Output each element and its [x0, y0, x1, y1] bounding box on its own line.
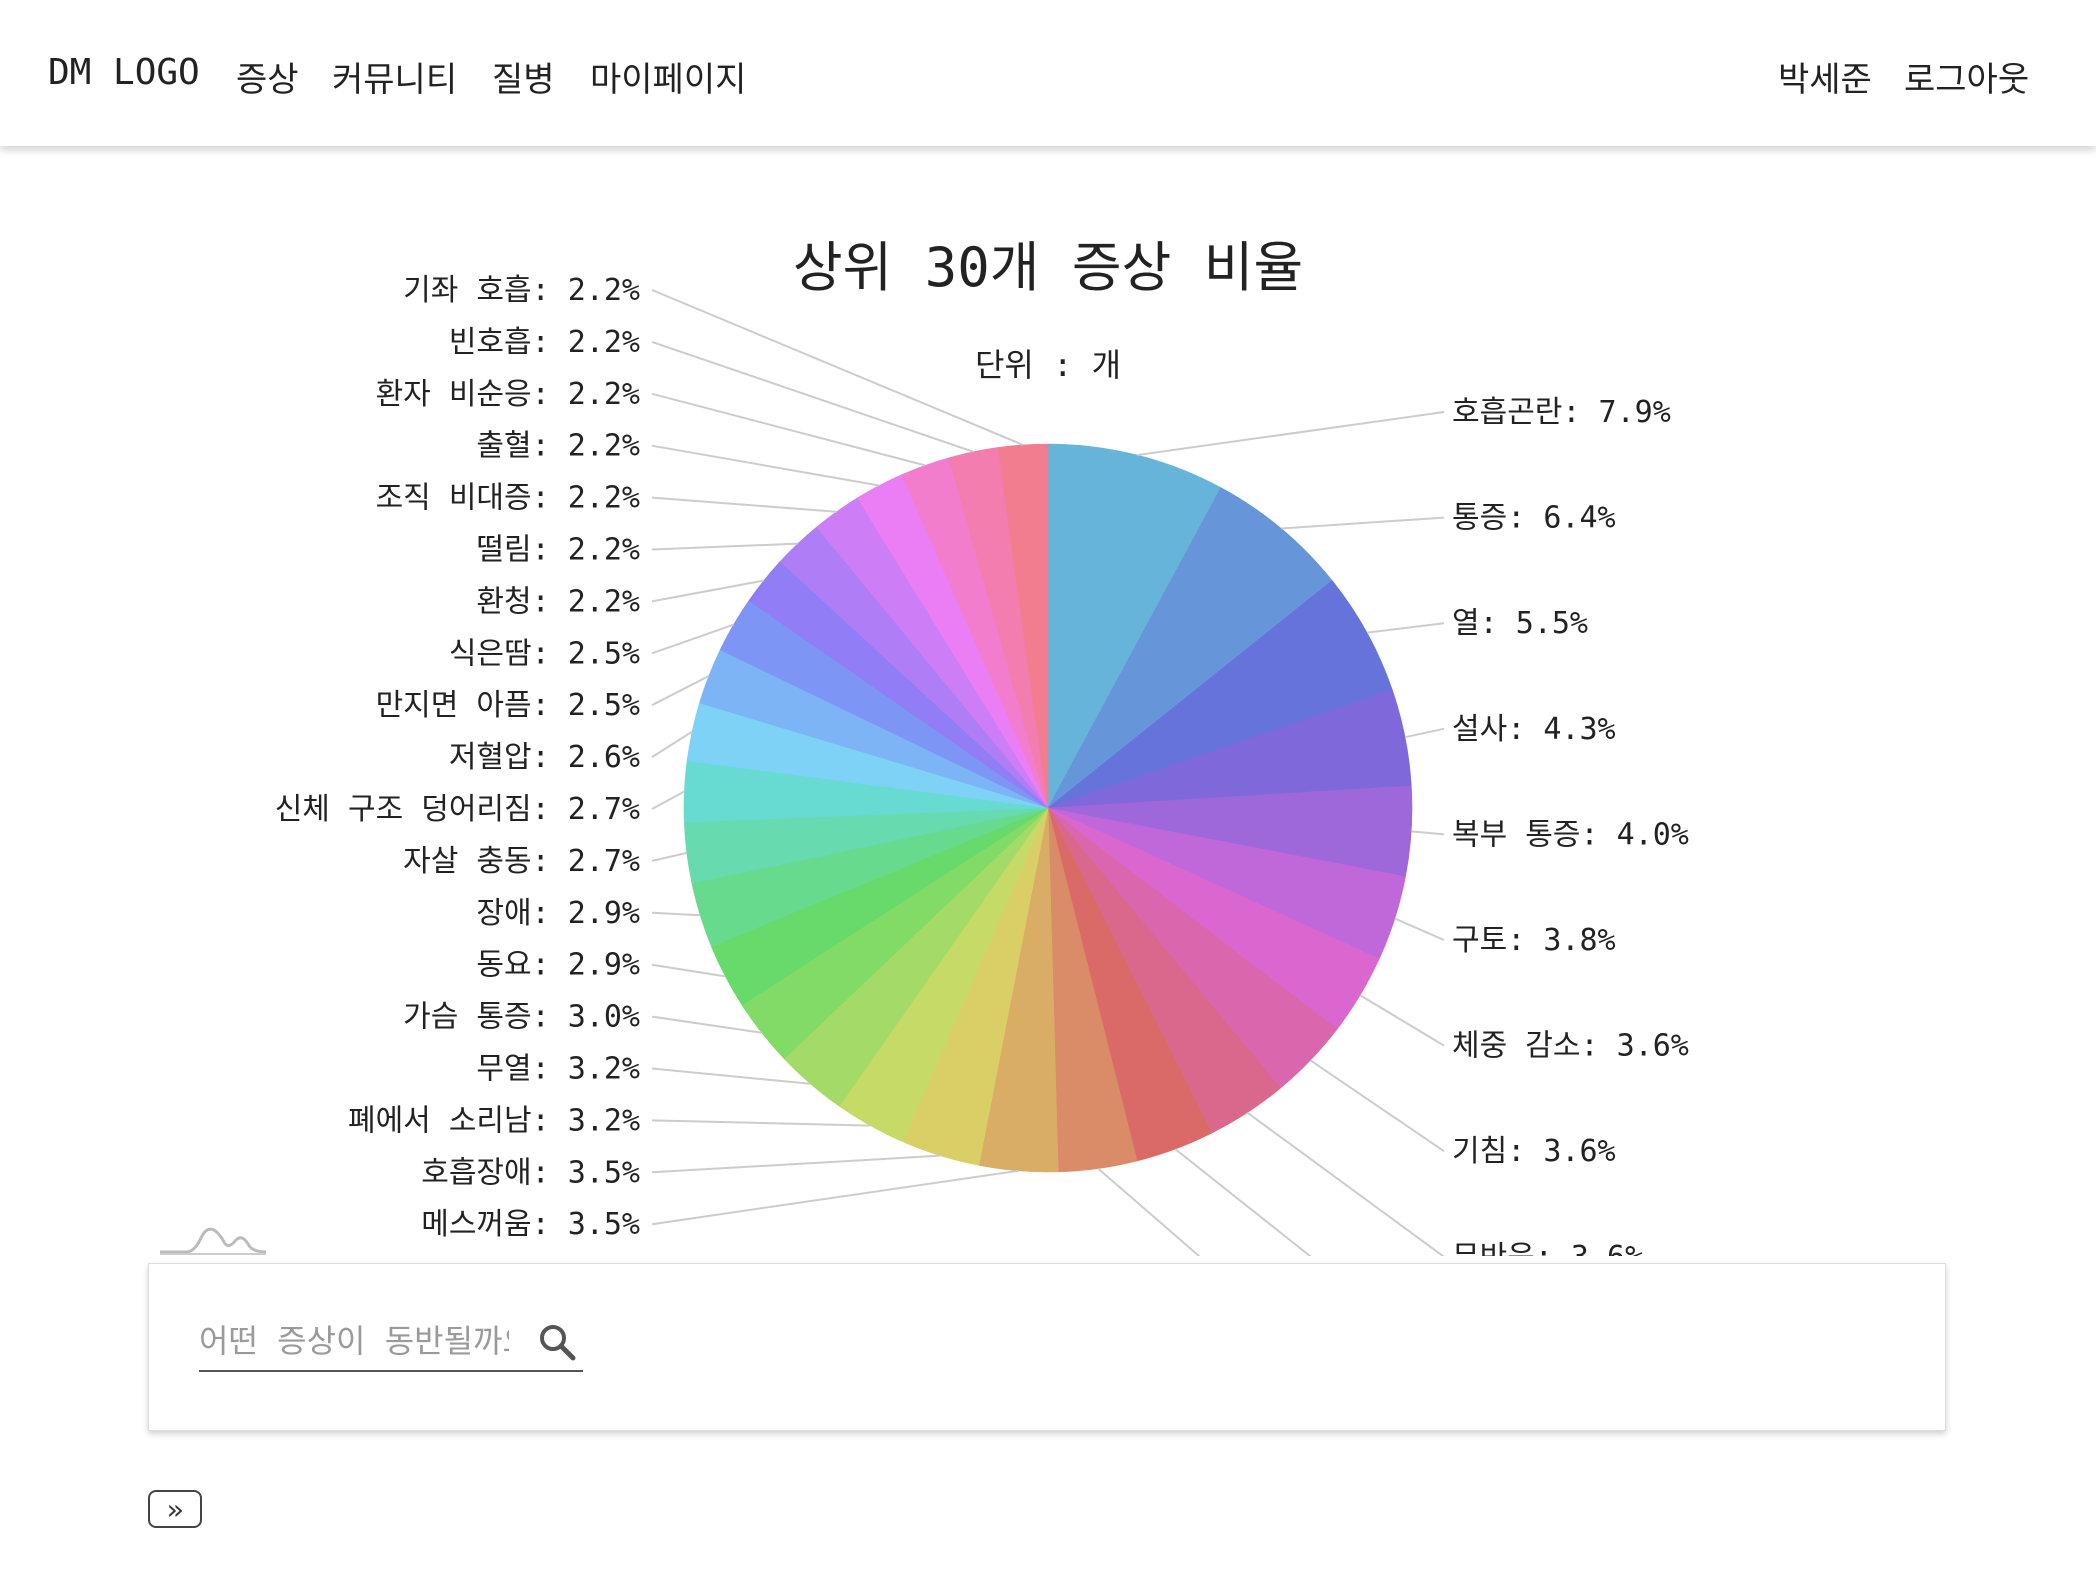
symptom-pie-chart: 상위 30개 증상 비율 단위 : 개 호흡곤란: 7.9% 통증: 6.4% 열:… [275, 236, 1689, 1256]
pie-leader-line [651, 289, 1024, 446]
pie-label: 저혈압: 2.6% [449, 740, 640, 775]
pie-leader-line [651, 623, 734, 655]
pie-label: 체중 감소: 3.6% [1452, 1029, 1689, 1064]
pie-label: 구토: 3.8% [1452, 923, 1616, 958]
pie-leader-line [651, 1119, 871, 1127]
pie-leader-line [651, 542, 798, 551]
top-navbar: DM LOGO 증상 커뮤니티 질병 마이페이지 박세준 로그아웃 [0, 0, 2096, 146]
logout-link[interactable]: 로그아웃 [1904, 60, 2030, 100]
search-card [148, 1263, 1946, 1431]
user-name-link[interactable]: 박세준 [1778, 60, 1872, 100]
site-logo[interactable]: DM LOGO [48, 52, 200, 93]
pie-leader-line [1404, 727, 1445, 739]
pie-leader-line [1097, 1167, 1201, 1256]
pie-label: 자살 충동: 2.7% [403, 844, 640, 879]
mountain-wave-icon [160, 1227, 267, 1255]
pie-leader-line [651, 790, 685, 810]
pie-leader-line [651, 730, 693, 758]
pie-leader-line [1359, 994, 1445, 1047]
pie-leader-line [1394, 917, 1445, 941]
pie-label: 식은땀: 2.5% [449, 636, 640, 671]
pie-label: 환자 비순응: 2.2% [376, 377, 640, 412]
pie-label: 폐에서 소리남: 3.2% [348, 1103, 640, 1138]
pie-leader-line [651, 675, 710, 707]
pie-label: 복부 통증: 4.0% [1452, 817, 1689, 852]
pie-label: 만지면 아픔: 2.5% [376, 688, 640, 723]
pie-label: 호흡곤란: 7.9% [1452, 395, 1671, 430]
pie-label: 기침: 3.6% [1452, 1134, 1616, 1169]
pie-leader-line [1137, 411, 1445, 457]
pie-leader-line [651, 911, 701, 917]
pie-leader-line [651, 1154, 941, 1174]
pie-label: 장애: 2.9% [476, 896, 640, 931]
pie-slices [683, 443, 1413, 1173]
pie-label: 무열: 3.2% [476, 1052, 640, 1087]
search-field-wrapper [199, 1314, 583, 1372]
chart-title: 상위 30개 증상 비율 [793, 236, 1303, 299]
chart-subtitle: 단위 : 개 [975, 346, 1121, 384]
pie-leader-line [1281, 516, 1445, 530]
nav-link-symptoms[interactable]: 증상 [236, 60, 299, 100]
pie-label: 환청: 2.2% [476, 584, 640, 619]
pie-label: 메스꺼움: 3.5% [421, 1207, 640, 1242]
pie-leader-line [651, 963, 726, 978]
nav-link-mypage[interactable]: 마이페이지 [590, 60, 747, 100]
pie-label: 무반응: 3.6% [1452, 1240, 1643, 1256]
pie-leader-line [1309, 1059, 1445, 1153]
pie-label: 조직 비대증: 2.2% [376, 481, 640, 516]
pie-leader-line [1174, 1148, 1312, 1256]
pie-label: 떨림: 2.2% [476, 533, 640, 568]
pie-label: 가슴 통증: 3.0% [403, 1000, 640, 1035]
double-chevron-right-icon: » [166, 1492, 184, 1526]
pie-leader-line [1246, 1111, 1445, 1256]
pie-label: 호흡장애: 3.5% [421, 1155, 640, 1190]
pie-leader-line [651, 496, 837, 513]
pie-label: 빈호흡: 2.2% [449, 325, 640, 360]
symptom-search-input[interactable] [199, 1314, 509, 1368]
pie-leader-line [1366, 622, 1445, 634]
pie-leader-line [651, 392, 926, 467]
nav-link-disease[interactable]: 질병 [492, 60, 555, 100]
pie-leader-line [651, 1169, 1019, 1226]
pie-leader-line [651, 1015, 762, 1034]
pie-leader-line [651, 1067, 811, 1085]
pie-leader-lines [651, 289, 1445, 1256]
pie-label: 통증: 6.4% [1452, 501, 1616, 536]
pie-label: 기좌 호흡: 2.2% [403, 273, 640, 308]
pie-label: 출혈: 2.2% [476, 429, 640, 464]
search-icon[interactable] [537, 1322, 577, 1362]
pie-label: 동요: 2.9% [476, 948, 640, 983]
pie-label: 열: 5.5% [1452, 606, 1588, 641]
pie-leader-line [1411, 830, 1445, 836]
pie-leader-line [651, 444, 880, 487]
pie-leader-line [651, 851, 688, 862]
pie-labels: 호흡곤란: 7.9% 통증: 6.4% 열: 5.5% 설사: 4.3% 복부 통증: … [275, 273, 1689, 1256]
expand-button[interactable]: » [148, 1490, 202, 1528]
pie-leader-line [651, 340, 974, 453]
pie-label: 설사: 4.3% [1452, 712, 1616, 747]
nav-link-community[interactable]: 커뮤니티 [332, 60, 458, 100]
pie-label: 신체 구조 덩어리짐: 2.7% [275, 792, 640, 827]
pie-leader-line [651, 579, 765, 603]
